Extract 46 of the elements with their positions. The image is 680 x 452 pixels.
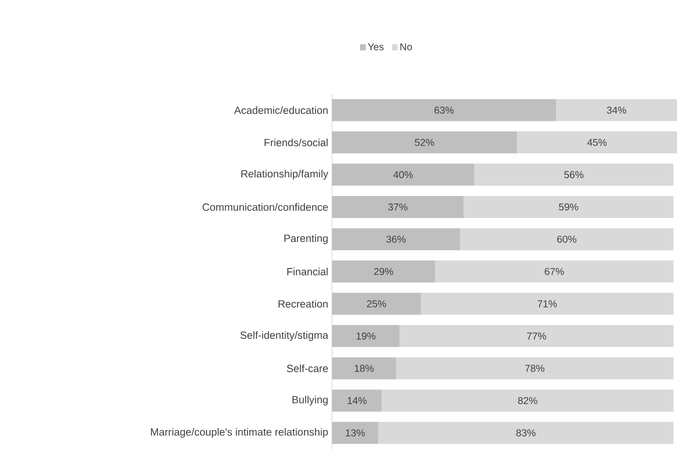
data-label: 29%	[374, 268, 394, 276]
legend-label: Yes	[368, 43, 384, 50]
data-label: 71%	[538, 300, 557, 308]
y-tick-label: Self-care	[286, 364, 328, 372]
bar	[460, 228, 674, 250]
data-label: 19%	[356, 332, 376, 340]
data-label: 56%	[564, 171, 584, 178]
bar	[464, 196, 674, 218]
data-label: 45%	[587, 138, 607, 146]
bar	[435, 260, 674, 283]
data-label: 67%	[544, 268, 564, 276]
data-label: 82%	[518, 397, 538, 404]
data-label: 63%	[434, 106, 454, 114]
bar	[382, 390, 674, 412]
data-label: 13%	[346, 429, 365, 436]
y-tick-label: Communication/confidence	[202, 203, 328, 211]
y-tick-label: Academic/education	[234, 106, 328, 114]
data-label: 77%	[527, 332, 546, 340]
data-label: 60%	[557, 236, 576, 243]
data-label: 14%	[348, 397, 367, 404]
bar	[556, 99, 677, 122]
data-label: 25%	[366, 300, 386, 308]
bar	[396, 357, 674, 380]
y-tick-label: Parenting	[284, 234, 328, 244]
data-label: 34%	[606, 106, 626, 114]
y-tick-label: Self-identity/stigma	[240, 331, 328, 341]
y-tick-label: Recreation	[278, 300, 328, 308]
data-label: 59%	[558, 203, 578, 210]
data-label: 40%	[393, 171, 413, 178]
data-label: 52%	[414, 138, 434, 146]
y-tick-label: Bullying	[292, 396, 328, 406]
data-label: 78%	[525, 364, 544, 372]
data-label: 37%	[388, 203, 408, 210]
data-label: 18%	[354, 364, 374, 372]
y-tick-label: Financial	[287, 268, 328, 276]
bar	[516, 131, 677, 154]
y-tick-label: Marriage/couple's intimate relationship	[151, 428, 328, 438]
data-label: 36%	[386, 236, 406, 243]
bar	[420, 292, 674, 315]
data-label: 83%	[516, 429, 536, 436]
y-tick-label: Relationship/family	[241, 170, 328, 180]
bar	[378, 422, 674, 444]
legend-label: No	[400, 43, 412, 50]
bar	[400, 325, 674, 348]
y-tick-label: Friends/social	[264, 138, 328, 146]
bar	[474, 164, 674, 186]
